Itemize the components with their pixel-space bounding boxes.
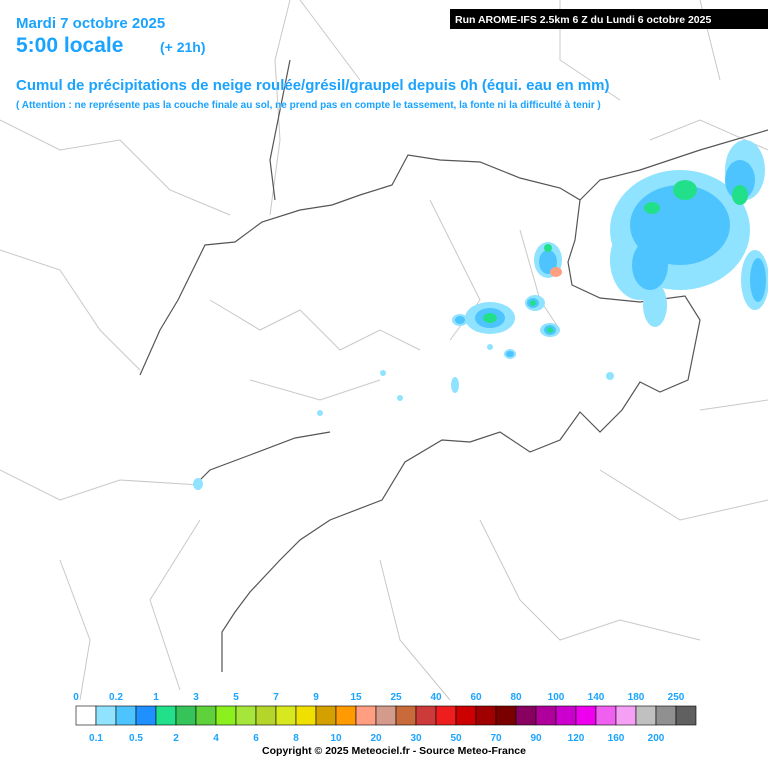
copyright: Copyright © 2025 Meteociel.fr - Source M… [262,745,526,757]
legend-label: 200 [648,733,665,744]
legend-label: 120 [568,733,585,744]
legend-swatch [195,705,217,726]
legend-swatch [235,705,257,726]
legend-swatch [75,705,97,726]
legend-swatch [495,705,517,726]
legend-swatch [455,705,477,726]
legend-swatch [295,705,317,726]
legend-label: 40 [430,692,442,703]
legend-swatch [115,705,137,726]
precipitation-areas [193,140,768,490]
time: 5:00 locale [16,34,123,57]
legend-label: 1 [153,692,159,703]
legend-swatch [675,705,697,726]
legend-swatch [395,705,417,726]
legend-label: 90 [530,733,542,744]
legend-swatch [575,705,597,726]
legend-swatch [555,705,577,726]
legend-label: 25 [390,692,402,703]
map-title: Cumul de précipitations de neige roulée/… [16,77,609,94]
legend-label: 15 [350,692,362,703]
lead-time: (+ 21h) [160,39,206,55]
legend-label: 80 [510,692,522,703]
legend-label: 50 [450,733,462,744]
legend-swatch [255,705,277,726]
legend-label: 140 [588,692,605,703]
legend-label: 30 [410,733,422,744]
legend-label: 250 [668,692,685,703]
legend-label: 160 [608,733,625,744]
legend-swatch [155,705,177,726]
legend-swatch [435,705,457,726]
legend-swatch [655,705,677,726]
legend-label: 180 [628,692,645,703]
run-box [450,9,768,29]
legend-swatch [375,705,397,726]
legend-swatch [515,705,537,726]
legend-swatch [95,705,117,726]
legend-label: 0.2 [109,692,123,703]
run-info: Run AROME-IFS 2.5km 6 Z du Lundi 6 octob… [455,14,711,26]
legend-swatch [595,705,617,726]
legend-swatch [475,705,497,726]
legend-label: 0.5 [129,733,143,744]
legend-label: 5 [233,692,239,703]
legend: 0 0.1 0.2 0.5 1 2 3 4 5 6 7 8 9 10 15 20 25 30 40 50 60 70 80 9… [73,692,697,744]
legend-label: 4 [213,733,219,744]
map-note: ( Attention : ne représente pas la couch… [16,100,601,111]
legend-label: 70 [490,733,502,744]
legend-swatch [355,705,377,726]
legend-label: 20 [370,733,382,744]
country-borders [139,59,768,672]
legend-swatch [175,705,197,726]
legend-swatch [215,705,237,726]
legend-label: 8 [293,733,299,744]
legend-swatch [135,705,157,726]
legend-label: 0.1 [89,733,103,744]
legend-swatch [315,705,337,726]
date: Mardi 7 octobre 2025 [16,15,165,32]
legend-label: 9 [313,692,319,703]
legend-swatch [535,705,557,726]
legend-label: 60 [470,692,482,703]
legend-label: 100 [548,692,565,703]
legend-label: 0 [73,692,79,703]
legend-label: 3 [193,692,199,703]
legend-label: 2 [173,733,179,744]
legend-swatch [615,705,637,726]
legend-swatch [275,705,297,726]
legend-swatch [635,705,657,726]
legend-label: 10 [330,733,342,744]
legend-swatch [335,705,357,726]
legend-label: 7 [273,692,279,703]
legend-swatch [415,705,437,726]
legend-label: 6 [253,733,259,744]
